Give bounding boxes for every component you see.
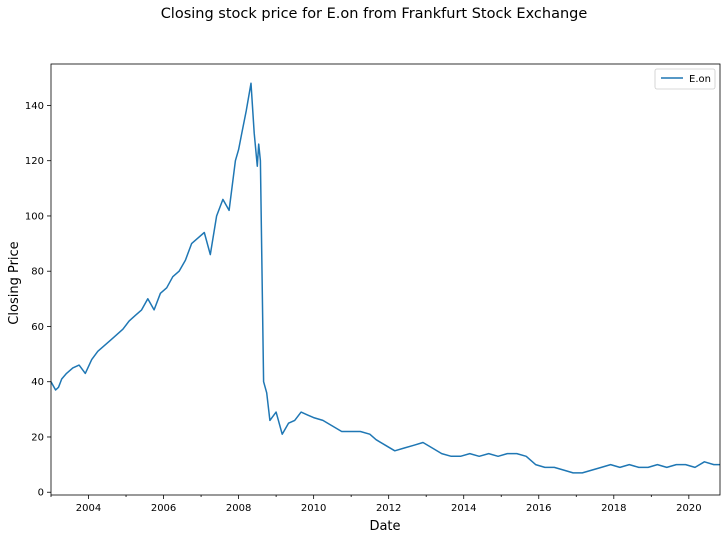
legend-label-eon: E.on — [689, 74, 711, 85]
x-tick-label: 2014 — [451, 503, 476, 514]
chart-title: Closing stock price for E.on from Frankf… — [161, 6, 588, 22]
x-tick-label: 2006 — [151, 503, 176, 514]
x-axis: 2004 2006 2008 2010 2012 2014 2016 2018 2020 — [50, 495, 702, 514]
x-tick-label: 2018 — [601, 503, 626, 514]
plot-frame — [50, 63, 721, 496]
y-tick-label: 60 — [31, 322, 44, 333]
legend-box — [654, 68, 716, 90]
x-tick-label: 2012 — [376, 503, 401, 514]
x-tick-label: 2010 — [301, 503, 326, 514]
legend: E.on — [654, 68, 716, 90]
y-tick-label: 40 — [31, 377, 44, 388]
series-line-eon — [50, 82, 720, 474]
y-tick-label: 140 — [25, 101, 44, 112]
x-tick-label: 2004 — [76, 503, 101, 514]
x-tick-label: 2020 — [676, 503, 701, 514]
y-axis: 0 20 40 60 80 100 120 140 — [25, 101, 51, 499]
y-tick-label: 0 — [38, 488, 44, 499]
y-tick-label: 120 — [25, 156, 44, 167]
y-tick-label: 20 — [31, 432, 44, 443]
x-tick-label: 2016 — [526, 503, 551, 514]
y-tick-label: 80 — [31, 267, 44, 278]
x-axis-title: Date — [369, 519, 400, 534]
x-tick-label: 2008 — [226, 503, 251, 514]
y-axis-title: Closing Price — [7, 241, 22, 324]
y-tick-label: 100 — [25, 211, 44, 222]
